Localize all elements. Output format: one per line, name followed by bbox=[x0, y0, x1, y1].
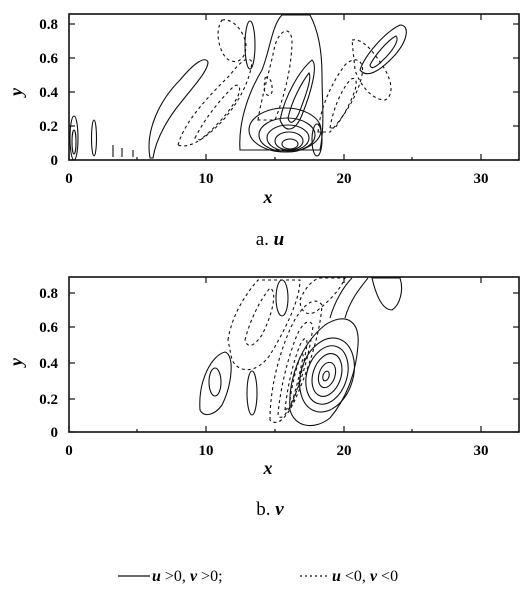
contour-upper-lobe-1 bbox=[359, 24, 407, 75]
legend-solid-end: >0; bbox=[197, 568, 222, 585]
neg-contour-b-top bbox=[299, 277, 346, 315]
panel-b-yticks bbox=[69, 292, 519, 433]
neg-contour-left-2 bbox=[194, 84, 241, 141]
contour-envelope bbox=[239, 14, 324, 151]
contour-b-core-4 bbox=[311, 353, 343, 397]
contour-b-core-3 bbox=[305, 345, 349, 405]
legend-dotted-end: <0 bbox=[377, 568, 398, 585]
panel-a-caption-var: u bbox=[274, 229, 285, 250]
contour-b-upper-1 bbox=[329, 277, 353, 319]
contour-b-left-1 bbox=[199, 351, 232, 416]
panel-b-caption: b. v bbox=[256, 499, 284, 520]
panel-b-ytick-1: 0.2 bbox=[39, 392, 58, 408]
neg-contour-left-top bbox=[217, 19, 247, 63]
panel-a: 0 0.2 0.4 0.6 0.8 0 10 20 30 x y bbox=[6, 13, 520, 207]
contour-core-4 bbox=[274, 131, 304, 151]
contour-small-right bbox=[311, 123, 323, 157]
panel-b-xtick-1: 10 bbox=[199, 443, 214, 459]
panel-a-frame bbox=[68, 13, 520, 161]
neg-contour-right-1 bbox=[317, 59, 364, 133]
panel-a-caption-prefix: a. bbox=[256, 229, 269, 250]
legend-dotted-v: v bbox=[370, 568, 378, 585]
panel-a-ylabel: y bbox=[6, 87, 26, 98]
neg-contour-small bbox=[263, 76, 273, 97]
panel-a-ytick-2: 0.4 bbox=[39, 85, 58, 101]
panel-a-xtick-0: 0 bbox=[65, 171, 73, 187]
panel-a-xtick-1: 10 bbox=[199, 171, 214, 187]
neg-contour-b-band-2 bbox=[277, 321, 314, 418]
neg-contour-b-upper-2 bbox=[244, 287, 275, 346]
neg-contour-b-band-3 bbox=[284, 337, 308, 412]
contour-b-upper-right bbox=[371, 277, 403, 311]
contour-b-core-2 bbox=[299, 337, 355, 413]
contour-b-upper-2 bbox=[344, 277, 369, 319]
legend-solid-v: v bbox=[190, 568, 198, 585]
panel-a-negative-contours bbox=[177, 19, 392, 147]
neg-contour-left-1 bbox=[177, 58, 253, 147]
panel-b-contours bbox=[199, 277, 403, 427]
panel-a-ytick-1: 0.2 bbox=[39, 119, 58, 135]
panel-a-xtick-3: 30 bbox=[474, 171, 489, 187]
panel-b-negative-contours bbox=[227, 277, 346, 423]
contour-inlet-1 bbox=[69, 115, 79, 161]
panel-a-contours bbox=[69, 14, 407, 161]
contour-ridge-2 bbox=[287, 72, 311, 123]
panel-a-ytick-0: 0 bbox=[51, 153, 59, 169]
panel-b-ytick-2: 0.4 bbox=[39, 356, 58, 372]
panel-a-ytick-3: 0.6 bbox=[39, 51, 58, 67]
neg-contour-mid bbox=[257, 30, 293, 121]
panel-a-ytick-4: 0.8 bbox=[39, 17, 58, 33]
contour-core-3 bbox=[266, 124, 310, 152]
contour-b-core-1 bbox=[289, 318, 359, 427]
panel-b-caption-prefix: b. bbox=[256, 499, 270, 520]
contour-b-left-2 bbox=[208, 367, 222, 397]
contour-core-5 bbox=[281, 138, 299, 150]
panel-b-xticks bbox=[68, 277, 482, 432]
panel-b-xtick-2: 20 bbox=[337, 443, 352, 459]
panel-b-ylabel: y bbox=[6, 357, 26, 368]
panel-b-xtick-0: 0 bbox=[65, 443, 73, 459]
contour-b-top-small bbox=[275, 279, 289, 317]
panel-a-xticks bbox=[68, 14, 482, 160]
legend-dotted-u: u bbox=[332, 568, 341, 585]
legend: u >0, v >0; u <0, v <0 bbox=[118, 568, 398, 585]
legend-dotted-mid: <0, bbox=[341, 568, 370, 585]
neg-contour-right-2 bbox=[329, 77, 357, 129]
contour-core-2 bbox=[258, 117, 316, 153]
panel-a-caption: a. u bbox=[256, 229, 285, 250]
neg-contour-right-3 bbox=[351, 39, 392, 101]
legend-solid-text: u >0, v >0; bbox=[152, 568, 223, 585]
contour-inlet-2 bbox=[71, 129, 77, 155]
contour-b-core-6 bbox=[322, 370, 330, 382]
neg-contour-b-band-1 bbox=[269, 300, 323, 423]
contour-tail bbox=[148, 59, 209, 159]
panel-b-ytick-4: 0.8 bbox=[39, 286, 58, 302]
legend-dotted-text: u <0, v <0 bbox=[332, 568, 398, 585]
contour-b-small bbox=[246, 370, 258, 416]
panel-a-yticks bbox=[69, 23, 519, 161]
contour-inlet-3 bbox=[90, 119, 98, 157]
panel-b-frame bbox=[68, 276, 520, 433]
neg-contour-b-upper bbox=[227, 279, 301, 371]
panel-b-ytick-3: 0.6 bbox=[39, 320, 58, 336]
contour-small-top bbox=[244, 20, 256, 70]
legend-solid-u: u bbox=[152, 568, 161, 585]
panel-a-xtick-2: 20 bbox=[337, 171, 352, 187]
panel-b-ytick-0: 0 bbox=[51, 425, 59, 441]
contour-b-core-5 bbox=[317, 361, 337, 389]
panel-b-xlabel: x bbox=[263, 458, 273, 478]
contour-ridge-1 bbox=[279, 59, 315, 130]
neg-contour-b-band-4 bbox=[289, 353, 304, 404]
contour-upper-lobe-2 bbox=[369, 35, 398, 69]
panel-b-xtick-3: 30 bbox=[474, 443, 489, 459]
panel-b: 0 0.2 0.4 0.6 0.8 0 10 20 30 x y bbox=[6, 276, 520, 478]
panel-a-xlabel: x bbox=[263, 187, 273, 207]
panel-b-caption-var: v bbox=[275, 499, 284, 520]
legend-solid-mid: >0, bbox=[161, 568, 190, 585]
